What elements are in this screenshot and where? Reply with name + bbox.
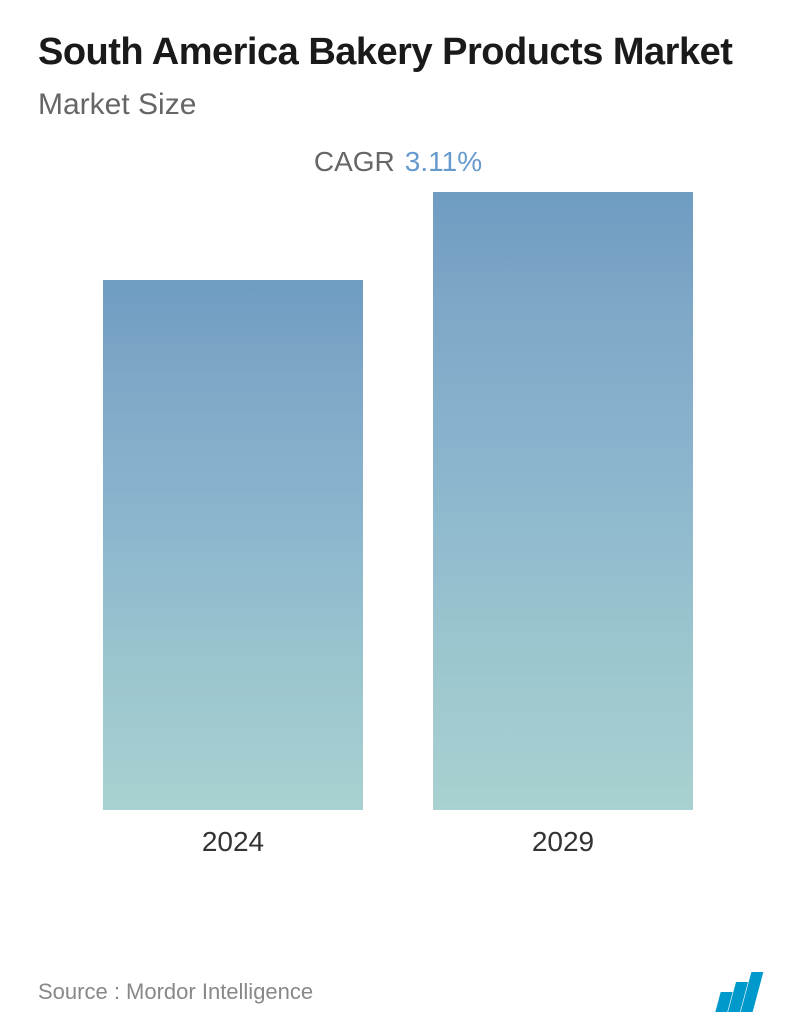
bar-2029 — [433, 192, 693, 810]
chart-subtitle: Market Size — [38, 88, 758, 122]
bar-group-2029: 2029 — [433, 192, 693, 858]
source-attribution: Source : Mordor Intelligence — [38, 979, 313, 1005]
bar-label-2024: 2024 — [202, 826, 264, 858]
bar-chart: 2024 2029 — [38, 228, 758, 858]
mordor-logo-icon — [718, 972, 758, 1012]
cagr-value: 3.11% — [405, 146, 482, 177]
chart-title: South America Bakery Products Market — [38, 30, 758, 76]
bar-label-2029: 2029 — [532, 826, 594, 858]
chart-footer: Source : Mordor Intelligence — [38, 972, 758, 1012]
bar-group-2024: 2024 — [103, 280, 363, 858]
cagr-row: CAGR 3.11% — [38, 146, 758, 178]
bar-2024 — [103, 280, 363, 810]
cagr-label: CAGR — [314, 146, 395, 177]
